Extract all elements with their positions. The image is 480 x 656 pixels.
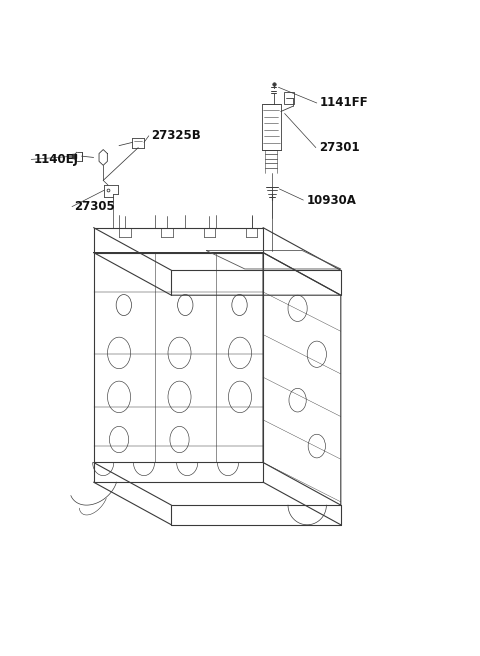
Text: 27305: 27305 <box>74 200 115 213</box>
Text: 27325B: 27325B <box>151 129 201 142</box>
Text: 27301: 27301 <box>319 141 360 154</box>
Text: 1141FF: 1141FF <box>319 96 368 110</box>
Text: 10930A: 10930A <box>306 194 356 207</box>
Text: 1140EJ: 1140EJ <box>34 153 79 166</box>
